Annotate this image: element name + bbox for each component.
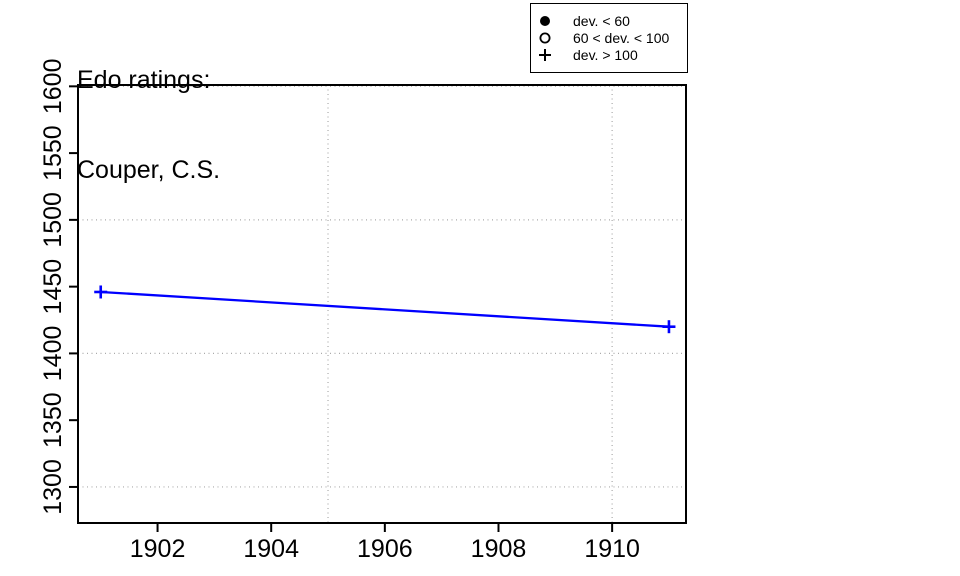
chart-title: Edo ratings: Couper, C.S. xyxy=(77,5,220,245)
legend-item-dev-gt-100: dev. > 100 xyxy=(531,47,687,64)
plot-border xyxy=(77,84,687,524)
legend-item-dev-lt-60: dev. < 60 xyxy=(531,13,687,30)
y-tick-label: 1450 xyxy=(39,259,67,315)
legend: dev. < 60 60 < dev. < 100 dev. > 100 xyxy=(530,3,688,73)
filled-circle-icon xyxy=(531,14,559,28)
x-tick-label: 1902 xyxy=(130,535,186,563)
x-tick-label: 1910 xyxy=(584,535,640,563)
chart-title-line1: Edo ratings: xyxy=(77,66,211,94)
y-tick-label: 1500 xyxy=(39,192,67,248)
y-tick-label: 1300 xyxy=(39,459,67,515)
rating-line xyxy=(100,290,670,328)
plus-icon xyxy=(531,48,559,62)
x-tick-label: 1908 xyxy=(471,535,527,563)
y-tick-label: 1400 xyxy=(39,326,67,382)
x-tick-label: 1906 xyxy=(357,535,413,563)
chart-title-line2: Couper, C.S. xyxy=(77,156,221,184)
y-tick-label: 1350 xyxy=(39,392,67,448)
open-circle-icon xyxy=(531,31,559,45)
legend-label: dev. < 60 xyxy=(573,13,630,29)
legend-label: dev. > 100 xyxy=(573,47,638,63)
legend-item-dev-60-100: 60 < dev. < 100 xyxy=(531,30,687,47)
y-tick-label: 1550 xyxy=(39,125,67,181)
y-tick-label: 1600 xyxy=(39,59,67,115)
legend-label: 60 < dev. < 100 xyxy=(573,30,670,46)
x-tick-label: 1904 xyxy=(243,535,299,563)
